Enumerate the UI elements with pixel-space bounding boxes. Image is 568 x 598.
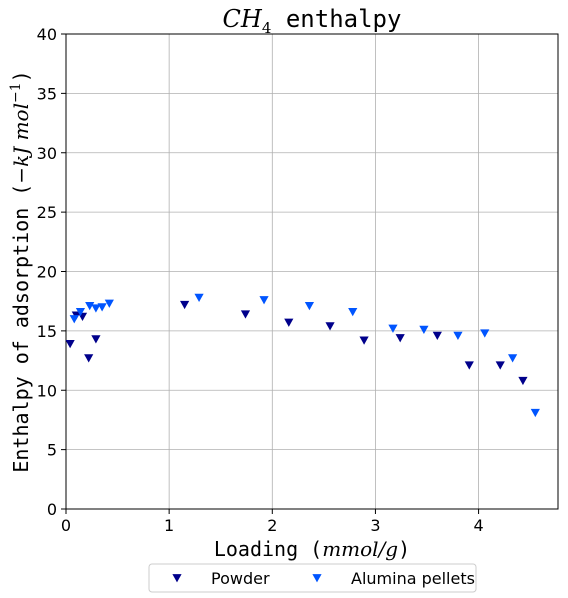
series-1-point xyxy=(453,331,463,340)
series-1-point xyxy=(75,307,86,317)
series-1-point xyxy=(91,304,101,313)
y-tick-label: 30 xyxy=(37,144,57,163)
y-tick-label: 10 xyxy=(37,381,57,400)
series-0-point xyxy=(495,361,505,370)
legend-label-0: Powder xyxy=(211,569,270,588)
series-1-point xyxy=(69,315,79,324)
series-0-point xyxy=(240,310,251,319)
x-tick-label: 2 xyxy=(267,516,277,535)
legend-marker-0 xyxy=(172,574,182,583)
series-1-point xyxy=(348,307,358,317)
x-tick-label: 1 xyxy=(164,516,174,535)
series-1-point xyxy=(85,302,95,311)
grid-lines xyxy=(65,33,558,510)
legend-label-1: Alumina pellets xyxy=(351,569,475,588)
series-0-point xyxy=(432,331,442,340)
y-tick-label: 0 xyxy=(47,500,57,519)
series-0-point xyxy=(325,322,335,331)
series-0-point xyxy=(65,340,75,349)
y-tick-label: 35 xyxy=(37,84,57,103)
y-axis-label: Enthalpy of adsorption (−kJ mol−1) xyxy=(8,70,33,472)
data-points xyxy=(65,293,540,418)
series-1-point xyxy=(97,303,107,312)
series-1-point xyxy=(194,293,204,302)
x-tick-label: 4 xyxy=(473,516,483,535)
legend: Powder Alumina pellets xyxy=(148,563,477,593)
y-tick-label: 40 xyxy=(37,25,57,44)
series-0-point xyxy=(91,335,101,344)
x-axis-label: Loading (mmol/g) xyxy=(214,537,410,561)
y-tick-label: 20 xyxy=(37,263,57,282)
series-1-point xyxy=(104,299,114,308)
x-tick-label: 0 xyxy=(61,516,71,535)
series-0-point xyxy=(84,354,94,363)
series-0-point xyxy=(180,300,190,310)
y-tick-label: 25 xyxy=(37,203,57,222)
legend-marker-1 xyxy=(312,574,322,583)
series-0-point xyxy=(395,334,405,343)
x-tick-label: 3 xyxy=(370,516,380,535)
series-0-point xyxy=(518,376,528,386)
series-0-point xyxy=(284,318,294,327)
series-1-point xyxy=(259,296,269,305)
chart-title: CH4 enthalpy xyxy=(223,5,402,37)
series-1-point xyxy=(508,354,518,363)
y-tick-label: 5 xyxy=(47,441,57,460)
series-1-point xyxy=(480,329,490,338)
series-1-point xyxy=(530,408,540,418)
series-0-point xyxy=(464,361,474,370)
series-1-point xyxy=(304,302,315,311)
legend-box xyxy=(148,563,477,593)
series-1-point xyxy=(419,325,429,335)
y-tick-label: 15 xyxy=(37,322,57,341)
series-1-point xyxy=(388,324,398,333)
series-0-point xyxy=(359,336,369,345)
